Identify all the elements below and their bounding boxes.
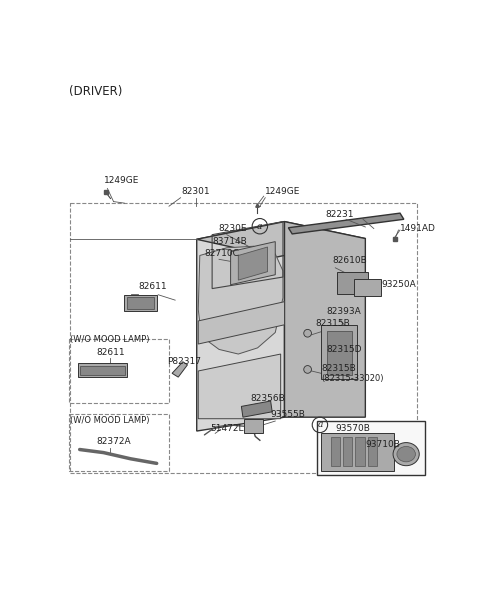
Text: 93250A: 93250A	[382, 280, 416, 289]
Ellipse shape	[397, 446, 415, 462]
Polygon shape	[354, 279, 381, 296]
Text: 82611: 82611	[138, 282, 167, 291]
Text: a: a	[317, 421, 323, 429]
Polygon shape	[198, 246, 283, 354]
Text: P82317: P82317	[168, 356, 202, 366]
Text: (W/O MOOD LAMP): (W/O MOOD LAMP)	[71, 416, 150, 425]
Text: 93710B: 93710B	[365, 440, 400, 449]
Text: 82315B: 82315B	[315, 319, 350, 328]
Polygon shape	[124, 294, 157, 311]
Polygon shape	[78, 363, 127, 377]
Polygon shape	[327, 331, 352, 375]
Text: 93555B: 93555B	[271, 411, 305, 419]
Text: 8230E: 8230E	[218, 224, 247, 233]
Polygon shape	[355, 437, 365, 466]
Text: 1249GE: 1249GE	[265, 187, 300, 196]
Polygon shape	[368, 437, 377, 466]
Polygon shape	[241, 401, 272, 417]
Text: 82315B: 82315B	[322, 364, 356, 373]
Text: 83714B: 83714B	[212, 237, 247, 246]
Text: 82610B: 82610B	[332, 256, 367, 264]
Polygon shape	[238, 247, 267, 280]
Polygon shape	[288, 213, 404, 234]
Polygon shape	[285, 221, 365, 417]
Polygon shape	[198, 302, 285, 344]
Polygon shape	[172, 362, 188, 377]
Circle shape	[304, 329, 312, 337]
Text: (W/O MOOD LAMP): (W/O MOOD LAMP)	[71, 335, 150, 344]
Text: (82315-33020): (82315-33020)	[322, 374, 384, 383]
Polygon shape	[331, 437, 340, 466]
Polygon shape	[322, 432, 394, 471]
Text: 51472L: 51472L	[210, 424, 243, 434]
Polygon shape	[337, 272, 368, 294]
Text: 1491AD: 1491AD	[400, 224, 436, 233]
Polygon shape	[343, 437, 352, 466]
Text: 82372A: 82372A	[96, 438, 131, 446]
Text: 82231: 82231	[326, 210, 354, 219]
Ellipse shape	[393, 442, 419, 466]
Polygon shape	[127, 297, 155, 309]
Text: 82301: 82301	[181, 187, 210, 196]
Bar	[317, 421, 425, 475]
Polygon shape	[230, 241, 275, 284]
Polygon shape	[81, 366, 125, 375]
Text: 82356B: 82356B	[251, 394, 286, 403]
Polygon shape	[197, 221, 365, 257]
Circle shape	[304, 366, 312, 373]
Polygon shape	[198, 354, 281, 419]
Polygon shape	[244, 419, 263, 432]
Text: 82710C: 82710C	[204, 249, 240, 258]
Text: 82611: 82611	[96, 348, 125, 357]
Text: a: a	[257, 221, 263, 231]
Polygon shape	[322, 325, 357, 379]
Text: 82393A: 82393A	[327, 306, 361, 316]
Polygon shape	[197, 221, 285, 431]
Text: 82315D: 82315D	[327, 345, 362, 354]
Text: (DRIVER): (DRIVER)	[69, 85, 122, 98]
Text: 93570B: 93570B	[336, 423, 370, 432]
Text: 1249GE: 1249GE	[104, 176, 139, 184]
